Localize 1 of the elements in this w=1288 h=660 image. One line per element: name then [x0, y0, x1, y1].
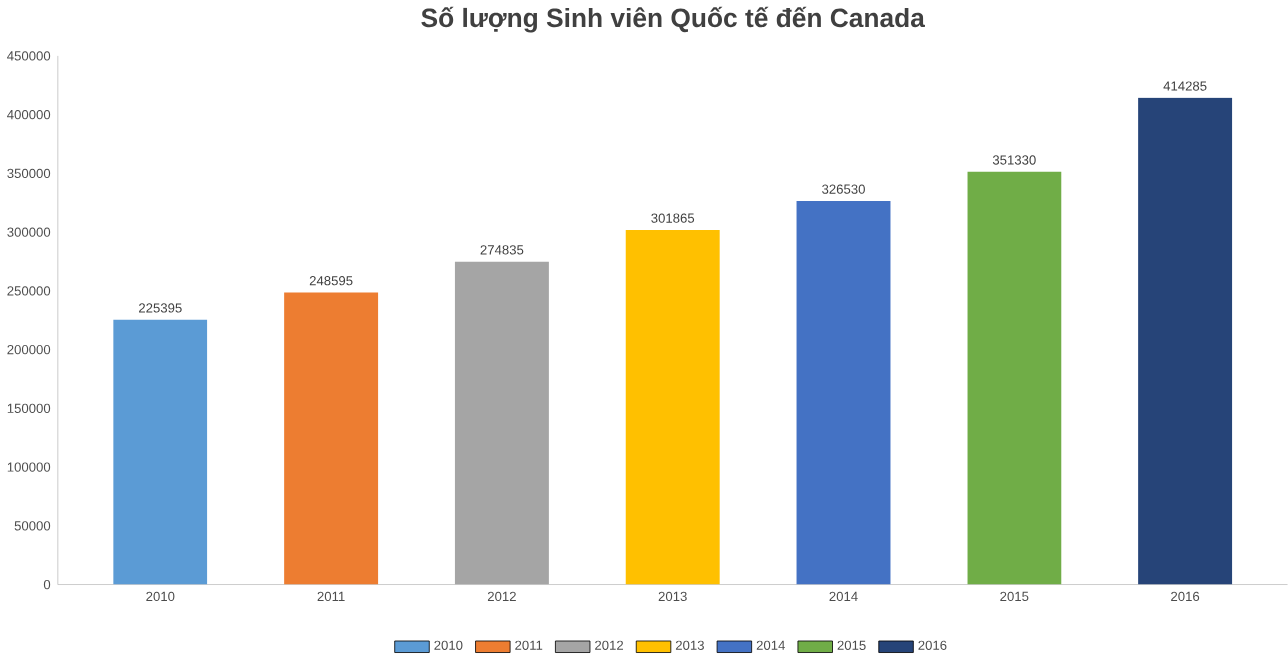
chart-title: Số lượng Sinh viên Quốc tế đến Canada	[421, 6, 925, 33]
